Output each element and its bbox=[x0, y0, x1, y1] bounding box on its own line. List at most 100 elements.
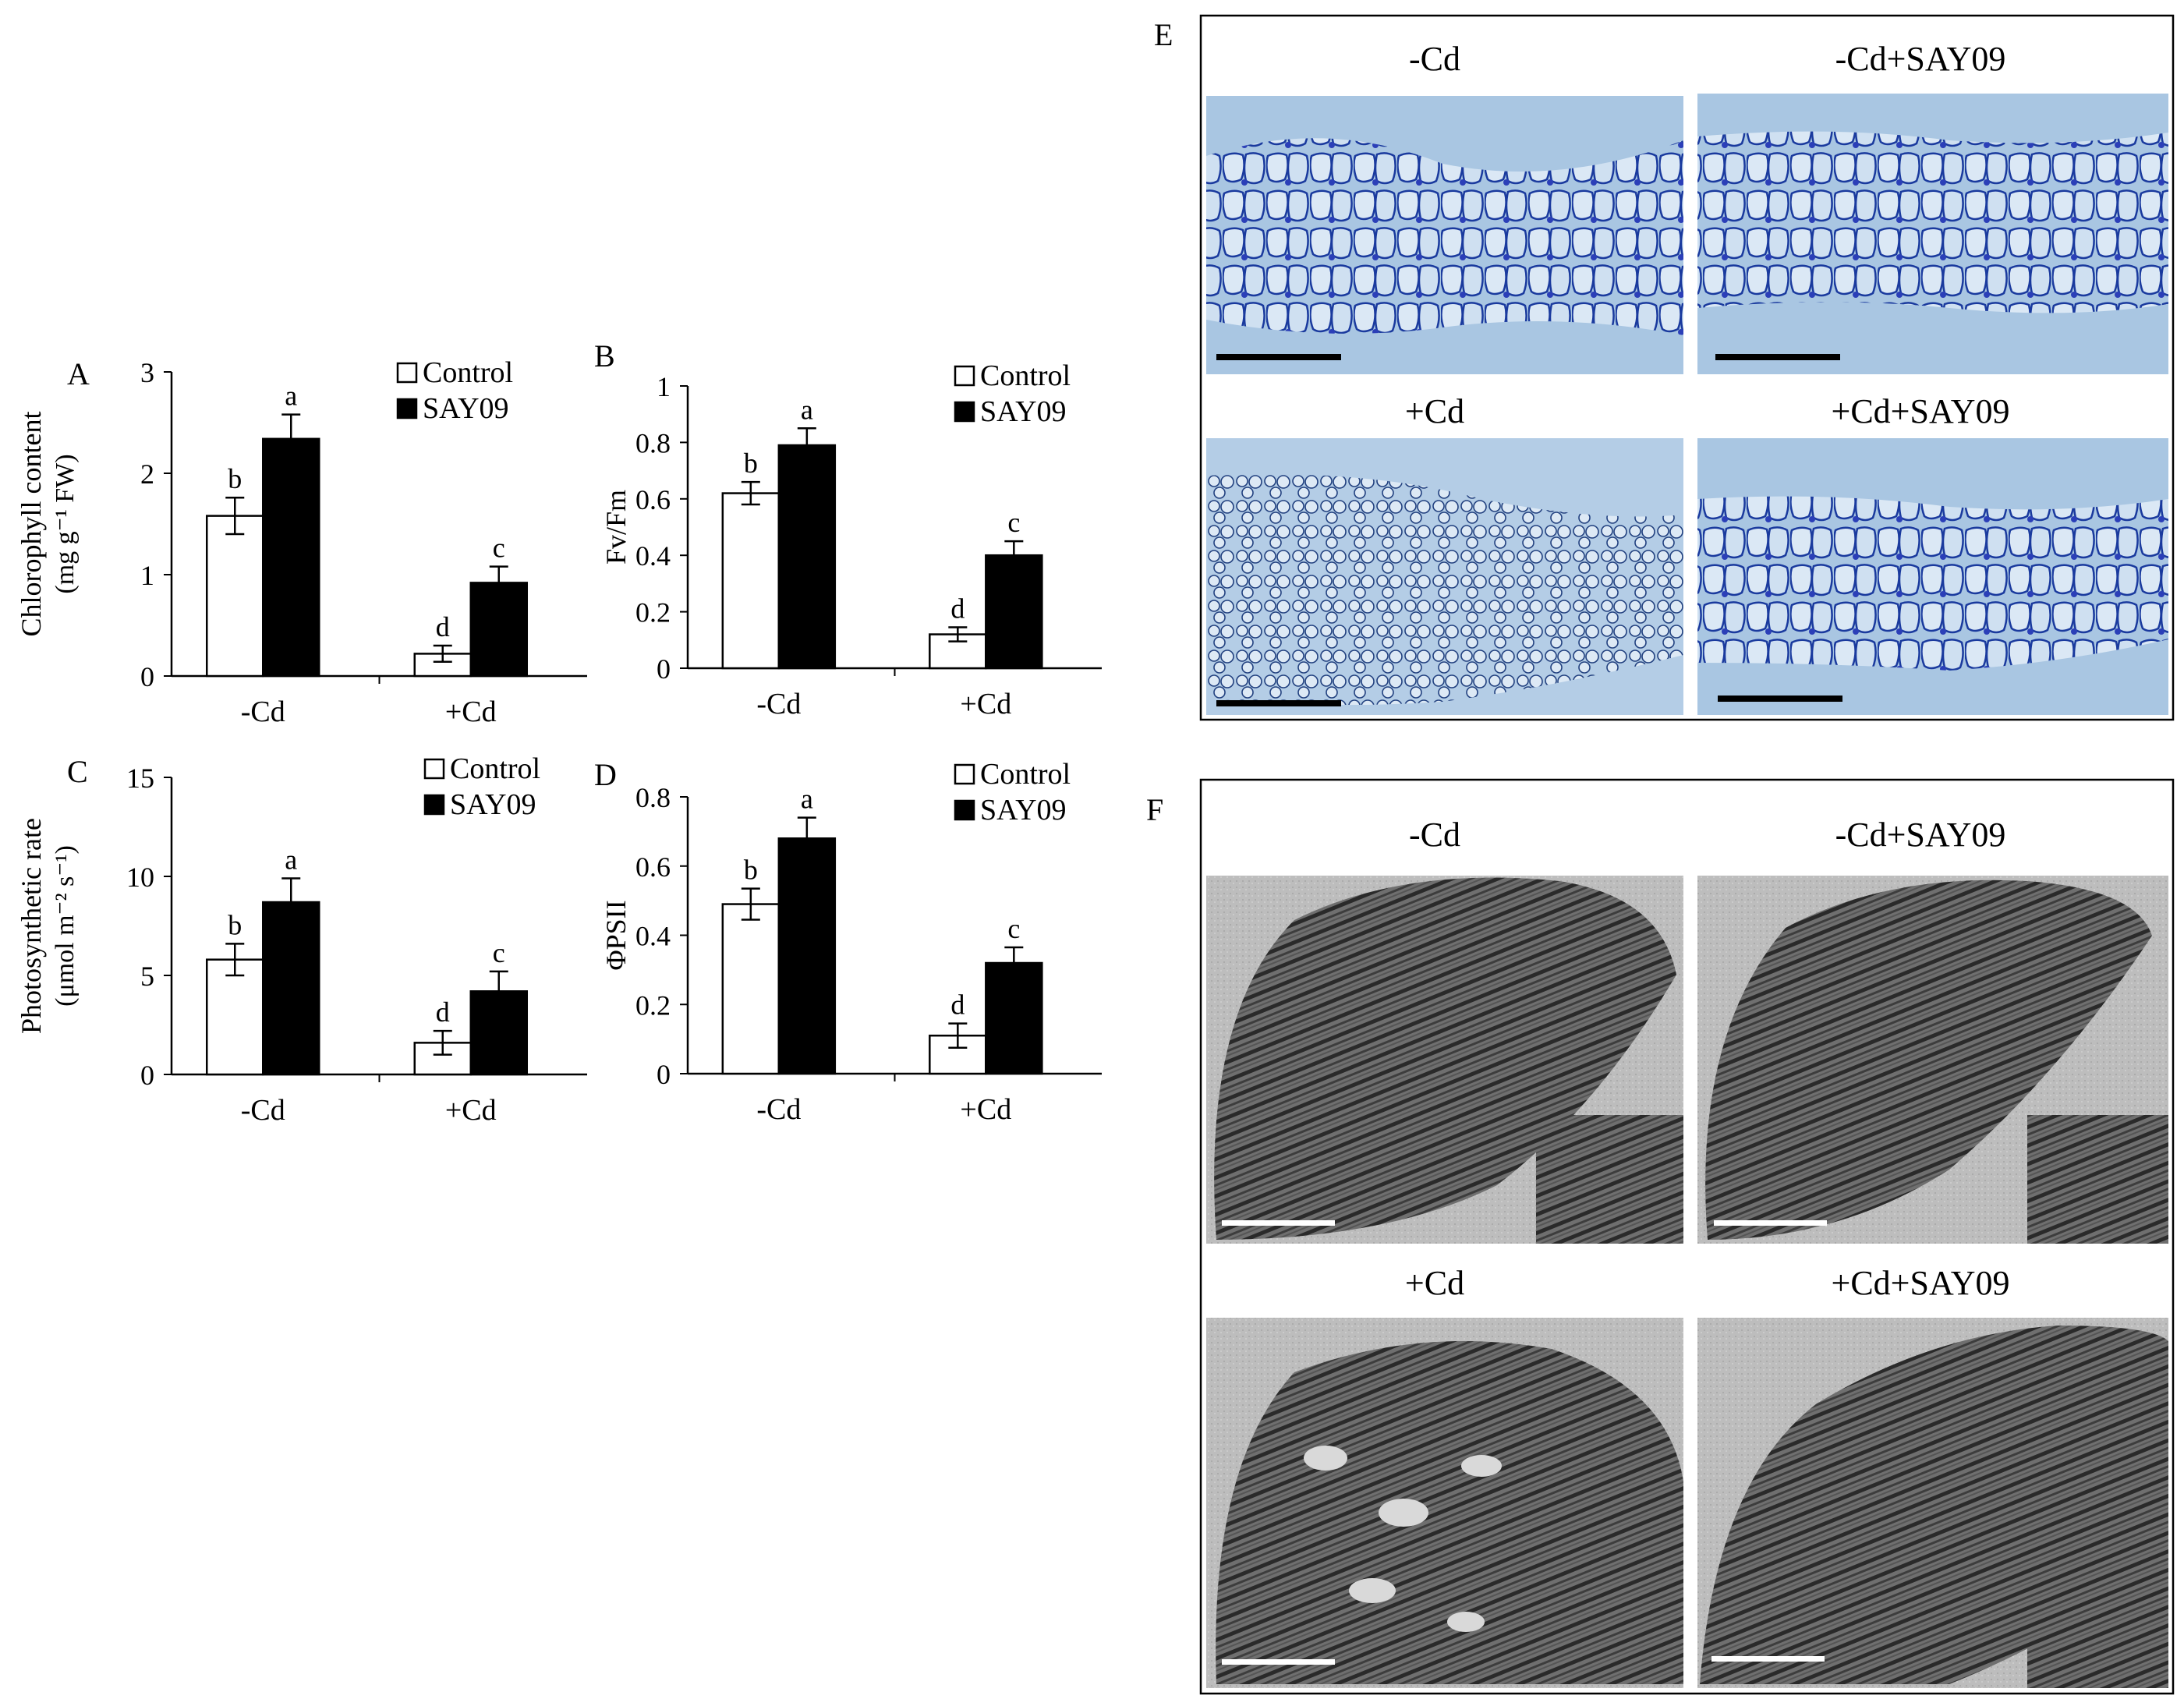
legend-swatch-say09 bbox=[954, 799, 975, 821]
e-label-minus-cd: -Cd bbox=[1409, 40, 1460, 78]
y-tick-label: 0 bbox=[657, 1059, 671, 1090]
significance-letter: b bbox=[228, 909, 242, 940]
bar-say09-plus-cd bbox=[985, 961, 1043, 1075]
significance-letter: d bbox=[436, 996, 450, 1028]
x-category-label: -Cd bbox=[756, 1093, 801, 1126]
bar-say09-minus-cd bbox=[262, 437, 320, 678]
y-axis-title: ΦPSII bbox=[600, 900, 632, 970]
legend-label: SAY09 bbox=[450, 788, 536, 821]
x-category-label: -Cd bbox=[756, 688, 801, 720]
em-image-minus-cd-say09 bbox=[1697, 876, 2168, 1244]
y-axis-title: Photosynthetic rate bbox=[16, 818, 47, 1034]
significance-letter: d bbox=[436, 611, 450, 642]
f-label-plus-cd: +Cd bbox=[1405, 1264, 1464, 1302]
panel-letter-f: F bbox=[1146, 792, 1163, 827]
f-label-plus-cd-say09: +Cd+SAY09 bbox=[1832, 1264, 2010, 1302]
scale-bar bbox=[1718, 696, 1842, 702]
y-tick-label: 0.6 bbox=[635, 851, 671, 883]
e-label-plus-cd: +Cd bbox=[1405, 392, 1464, 430]
lm-image-minus-cd-say09 bbox=[1697, 94, 2168, 374]
legend-swatch-say09 bbox=[423, 794, 445, 816]
significance-letter: c bbox=[1007, 507, 1020, 538]
x-category-label: +Cd bbox=[960, 688, 1011, 720]
y-tick-label: 3 bbox=[140, 357, 154, 388]
e-label-plus-cd-say09: +Cd+SAY09 bbox=[1832, 392, 2010, 430]
y-tick-label: 0 bbox=[140, 661, 154, 692]
legend-swatch-control bbox=[396, 362, 418, 384]
y-axis-title-units: (μmol m⁻² s⁻¹) bbox=[51, 845, 80, 1007]
lm-image-plus-cd bbox=[1206, 438, 1683, 715]
y-tick-label: 0.4 bbox=[635, 540, 671, 572]
bar-say09-minus-cd bbox=[777, 444, 837, 670]
y-axis-title-units: (mg g⁻¹ FW) bbox=[51, 454, 80, 593]
significance-letter: b bbox=[744, 855, 758, 886]
y-tick-label: 0 bbox=[657, 653, 671, 685]
bar-control-minus-cd bbox=[721, 903, 781, 1075]
scale-bar bbox=[1216, 700, 1341, 706]
micrograph-panel-f: -Cd -Cd+SAY09 +Cd +Cd+SAY09 bbox=[1199, 778, 2175, 1695]
x-category-label: -Cd bbox=[241, 696, 285, 728]
y-tick-label: 5 bbox=[140, 961, 154, 992]
legend-label: SAY09 bbox=[423, 392, 509, 425]
y-tick-label: 15 bbox=[126, 763, 154, 794]
y-tick-label: 0.8 bbox=[635, 782, 671, 813]
em-image-plus-cd bbox=[1206, 1318, 1683, 1688]
legend-label: Control bbox=[423, 356, 513, 389]
legend-label: SAY09 bbox=[980, 395, 1067, 428]
x-category-label: +Cd bbox=[960, 1093, 1011, 1126]
x-category-label: +Cd bbox=[445, 696, 497, 728]
scale-bar bbox=[1222, 1659, 1335, 1665]
significance-letter: a bbox=[285, 844, 297, 876]
em-image-minus-cd bbox=[1206, 876, 1683, 1244]
bar-control-minus-cd bbox=[721, 492, 781, 670]
y-axis-title: Fv/Fm bbox=[600, 490, 632, 565]
bar-control-minus-cd bbox=[206, 958, 264, 1076]
y-tick-label: 1 bbox=[657, 371, 671, 402]
panel-letter: D bbox=[594, 757, 617, 792]
y-tick-label: 0 bbox=[140, 1060, 154, 1091]
legend-label: Control bbox=[980, 758, 1071, 791]
significance-letter: a bbox=[801, 784, 813, 815]
significance-letter: c bbox=[493, 533, 505, 564]
y-tick-label: 0.2 bbox=[635, 989, 671, 1021]
significance-letter: b bbox=[228, 463, 242, 494]
panel-letter: C bbox=[67, 754, 88, 789]
significance-letter: c bbox=[1007, 913, 1020, 944]
legend-label: Control bbox=[450, 752, 540, 785]
chart-panel-d: D 0 0.2 0.4 0.6 0.8 ΦPSII b a -Cd d c +Cd ControlSAY0… bbox=[594, 757, 1102, 1126]
legend-swatch-control bbox=[954, 763, 975, 785]
chart-panel-a: A 0 1 2 3 Chlorophyll content (mg g⁻¹ FW) b a -Cd… bbox=[16, 356, 587, 728]
significance-letter: d bbox=[950, 989, 965, 1021]
y-tick-label: 0.6 bbox=[635, 484, 671, 515]
scale-bar bbox=[1715, 354, 1840, 360]
chart-panel-c: C 0 5 10 15 Photosynthetic rate (μmol m⁻² s⁻¹)… bbox=[16, 752, 587, 1127]
scale-bar bbox=[1714, 1220, 1827, 1226]
f-label-minus-cd: -Cd bbox=[1409, 816, 1460, 854]
chart-panel-b: B 0 0.2 0.4 0.6 0.8 1 Fv/Fm b a -Cd d c +Cd ControlSAY… bbox=[594, 338, 1102, 720]
y-tick-label: 0.8 bbox=[635, 427, 671, 458]
lm-image-plus-cd-say09 bbox=[1697, 438, 2168, 715]
legend-swatch-control bbox=[954, 365, 975, 387]
legend-label: Control bbox=[980, 359, 1071, 392]
y-axis-title: Chlorophyll content bbox=[16, 412, 47, 637]
bar-say09-minus-cd bbox=[262, 901, 320, 1076]
f-label-minus-cd-say09: -Cd+SAY09 bbox=[1835, 816, 2006, 854]
panel-letter-e: E bbox=[1154, 17, 1173, 52]
significance-letter: d bbox=[950, 593, 965, 625]
legend-swatch-control bbox=[423, 758, 445, 780]
lm-image-minus-cd bbox=[1206, 96, 1683, 374]
y-tick-label: 0.4 bbox=[635, 921, 671, 952]
significance-letter: a bbox=[801, 394, 813, 425]
e-label-minus-cd-say09: -Cd+SAY09 bbox=[1835, 40, 2006, 78]
panel-letter: B bbox=[594, 338, 615, 373]
x-category-label: +Cd bbox=[445, 1094, 497, 1127]
legend-swatch-say09 bbox=[954, 401, 975, 423]
em-image-plus-cd-say09 bbox=[1697, 1318, 2168, 1688]
y-tick-label: 1 bbox=[140, 560, 154, 591]
y-tick-label: 10 bbox=[126, 862, 154, 893]
bar-control-minus-cd bbox=[206, 515, 264, 678]
bar-say09-minus-cd bbox=[777, 837, 837, 1075]
y-tick-label: 2 bbox=[140, 458, 154, 490]
y-tick-label: 0.2 bbox=[635, 597, 671, 628]
significance-letter: b bbox=[744, 448, 758, 479]
